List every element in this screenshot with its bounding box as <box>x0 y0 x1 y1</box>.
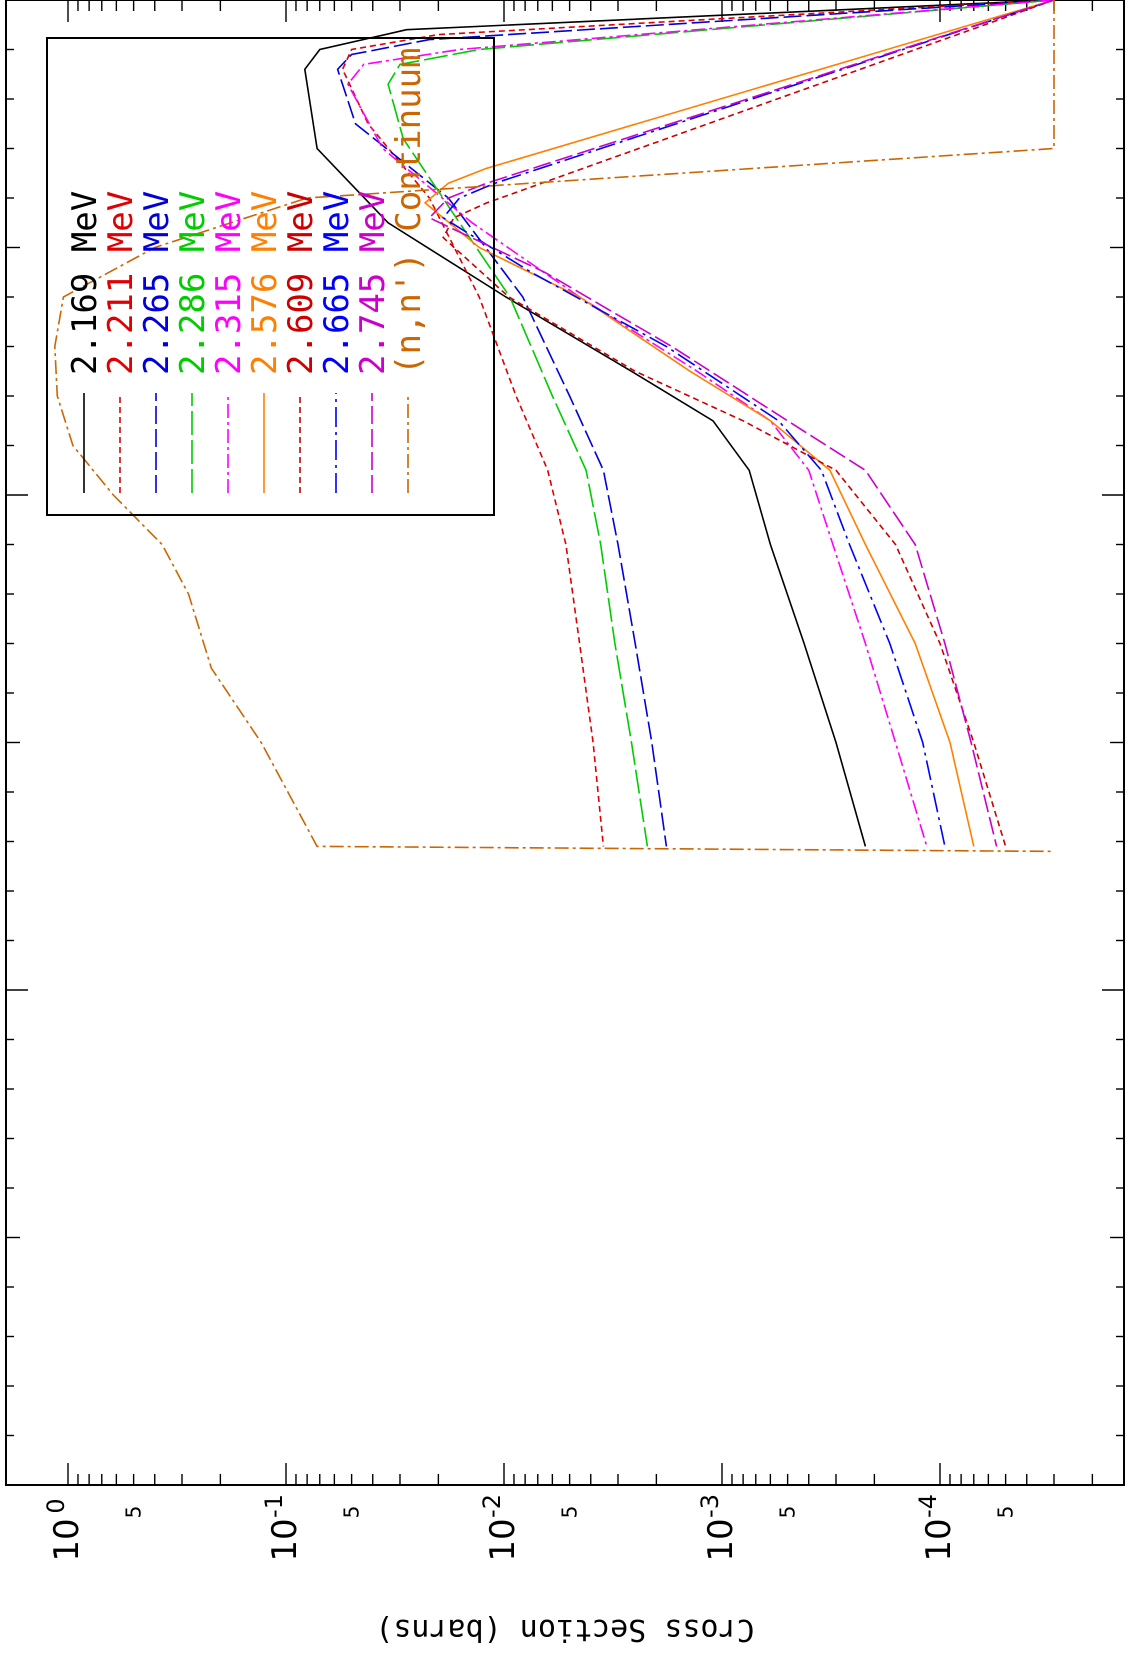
series-line <box>442 0 1055 847</box>
series-line <box>341 0 1055 847</box>
series-line <box>442 0 1055 847</box>
series-line <box>336 0 1055 847</box>
legend-label: 2.576 MeV <box>245 191 285 375</box>
y-tick-exponent: -1 <box>260 1494 288 1518</box>
series-line <box>428 0 1055 847</box>
legend-label: 2.315 MeV <box>209 191 249 375</box>
y-tick-base: 10 <box>47 1518 87 1561</box>
y-minor-label: 5 <box>340 1506 364 1519</box>
y-minor-label: 5 <box>122 1506 146 1519</box>
series-line <box>53 0 1055 853</box>
y-tick-label: 10-2 <box>478 1494 523 1562</box>
y-tick-label: 10-3 <box>696 1494 741 1562</box>
legend-label: 2.169 MeV <box>65 191 105 375</box>
legend-box <box>46 37 495 516</box>
y-tick-exponent: -3 <box>696 1494 724 1518</box>
y-axis-title: Cross Section (barns) <box>375 1612 754 1647</box>
data-curves <box>53 0 1055 853</box>
y-tick-exponent: 0 <box>42 1498 70 1513</box>
y-tick-base: 10 <box>919 1518 959 1561</box>
y-minor-label: 5 <box>558 1506 582 1519</box>
y-tick-exponent: -4 <box>914 1494 942 1518</box>
legend-label: 2.286 MeV <box>173 191 213 375</box>
y-tick-label: 100 <box>42 1498 87 1561</box>
legend-label: 2.665 MeV <box>317 191 357 375</box>
legend-label: 2.211 MeV <box>101 191 141 375</box>
legend-label: 2.265 MeV <box>137 191 177 375</box>
y-minor-label: 5 <box>776 1506 800 1519</box>
legend-label: 2.609 MeV <box>281 191 321 375</box>
y-tick-base: 10 <box>701 1518 741 1561</box>
series-line <box>423 0 1055 847</box>
series-line <box>303 0 1055 847</box>
y-tick-exponent: -2 <box>478 1494 506 1518</box>
y-tick-base: 10 <box>483 1518 523 1561</box>
y-tick-base: 10 <box>265 1518 305 1561</box>
y-tick-label: 10-4 <box>914 1494 959 1562</box>
legend-label: 2.745 MeV <box>353 191 393 375</box>
y-minor-label: 5 <box>994 1506 1018 1519</box>
legend-label: (n,n') Continuum <box>389 47 429 375</box>
series-line <box>387 0 1055 847</box>
y-tick-label: 10-1 <box>260 1494 305 1562</box>
series-line <box>346 0 1055 847</box>
